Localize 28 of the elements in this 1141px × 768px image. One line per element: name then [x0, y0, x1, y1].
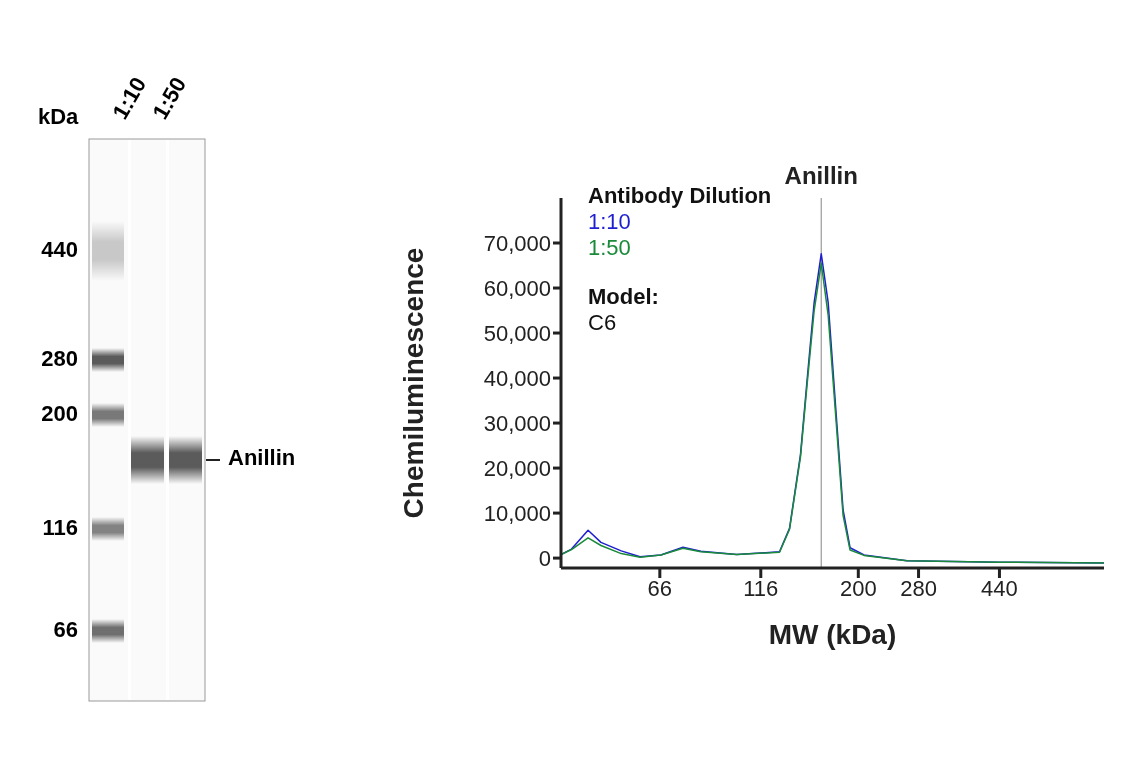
x-tick-label: 200	[839, 575, 877, 601]
y-axis-title: Chemiluminescence	[397, 247, 429, 519]
text: Anillin	[228, 445, 296, 471]
text: 1:10	[588, 209, 632, 235]
y-tick-label: 50,000	[483, 320, 551, 346]
y-tick-label: 10,000	[483, 500, 551, 526]
x-tick-label: 440	[981, 575, 1018, 601]
y-tick-label: 70,000	[483, 230, 551, 256]
y-tick-label: 0	[538, 545, 551, 571]
y-tick-label: 20,000	[483, 455, 551, 481]
text: 116	[42, 515, 78, 541]
annotation: C6	[588, 310, 618, 336]
text: 200	[41, 401, 78, 427]
y-tick-label: 60,000	[483, 275, 551, 301]
text: 280	[41, 346, 78, 372]
x-axis-title: MW (kDa)	[768, 619, 897, 650]
ref-line-label: Anillin	[784, 162, 858, 189]
y-tick-label: 30,000	[483, 410, 551, 436]
y-tick-label: 40,000	[483, 365, 551, 391]
text: 1:50	[588, 235, 632, 261]
legend-title: Antibody Dilution	[588, 183, 772, 209]
x-tick-label: 116	[743, 575, 779, 601]
text: 66	[53, 617, 78, 643]
text: 440	[41, 237, 78, 263]
x-tick-label: 66	[647, 575, 673, 601]
x-tick-label: 280	[900, 575, 937, 601]
text: kDa	[38, 104, 79, 130]
annotation: Model:	[588, 284, 659, 310]
